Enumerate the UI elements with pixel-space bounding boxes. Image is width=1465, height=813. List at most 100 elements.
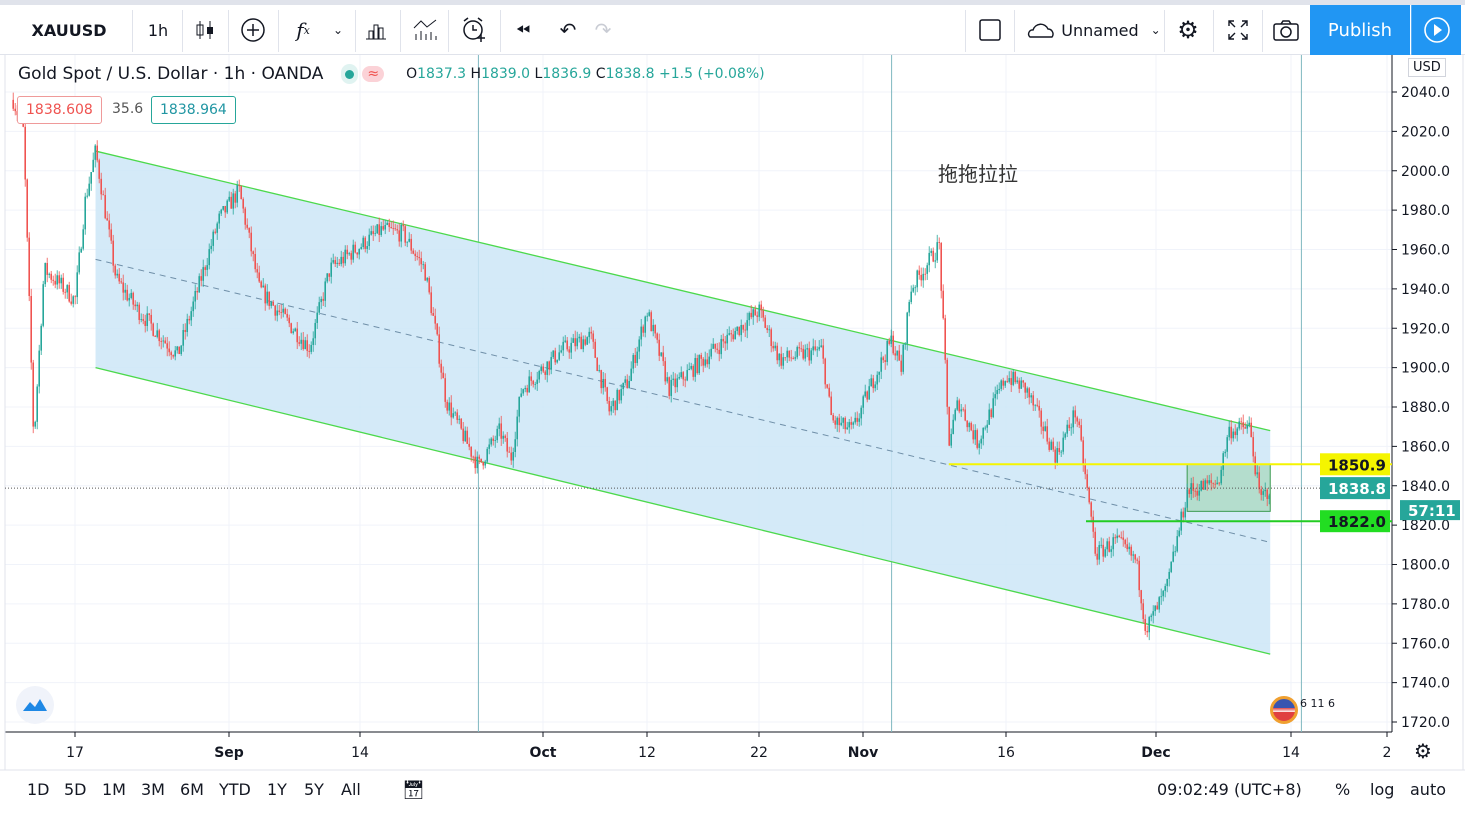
- candle: [766, 327, 768, 331]
- chevron-down-icon[interactable]: ⌄: [1150, 23, 1161, 37]
- chevron-down-icon[interactable]: ⌄: [332, 23, 344, 37]
- candle: [970, 422, 972, 431]
- candle: [928, 252, 930, 266]
- financials-icon[interactable]: [360, 10, 392, 50]
- range-all[interactable]: All: [341, 780, 361, 799]
- candle: [676, 378, 678, 388]
- candle: [430, 292, 432, 314]
- candle: [374, 233, 376, 235]
- sell-price-button[interactable]: 1838.608: [17, 96, 102, 124]
- candle: [1060, 451, 1062, 453]
- currency-label[interactable]: USD: [1408, 58, 1446, 77]
- range-6m[interactable]: 6M: [180, 780, 204, 799]
- candle: [790, 357, 792, 359]
- candle: [934, 260, 936, 262]
- percent-toggle[interactable]: %: [1335, 780, 1351, 799]
- candle: [580, 336, 582, 350]
- templates-icon[interactable]: [408, 10, 442, 50]
- layout-icon[interactable]: [975, 10, 1005, 50]
- price-tick-label: 1780.0: [1401, 597, 1450, 613]
- play-icon[interactable]: [1411, 5, 1461, 55]
- goto-date-icon[interactable]: 📅︎: [402, 780, 425, 801]
- candle: [1124, 539, 1126, 545]
- candle: [564, 340, 566, 342]
- candle: [882, 357, 884, 361]
- candle: [816, 349, 818, 351]
- candles-icon[interactable]: [188, 10, 222, 50]
- candle: [1196, 490, 1198, 496]
- candle: [210, 245, 212, 250]
- candles: [12, 92, 1270, 641]
- candle: [992, 398, 994, 418]
- range-1d[interactable]: 1D: [27, 780, 50, 799]
- candle: [456, 412, 458, 420]
- candle: [1026, 388, 1028, 393]
- candle: [698, 355, 700, 374]
- text-annotation[interactable]: 拖拖拉拉: [938, 162, 1018, 186]
- range-1y[interactable]: 1Y: [267, 780, 287, 799]
- tradingview-logo[interactable]: [16, 686, 54, 724]
- candle: [158, 330, 160, 342]
- price-tick-label: 1940.0: [1401, 282, 1450, 298]
- candle: [400, 224, 402, 242]
- settings-icon[interactable]: ⚙︎: [1177, 16, 1199, 44]
- log-toggle[interactable]: log: [1370, 780, 1395, 799]
- candle: [1130, 546, 1132, 556]
- range-5d[interactable]: 5D: [64, 780, 87, 799]
- candle: [686, 370, 688, 381]
- interval-button[interactable]: 1h: [147, 20, 169, 40]
- candle: [132, 292, 134, 305]
- publish-button[interactable]: Publish: [1310, 5, 1410, 55]
- candle: [496, 428, 498, 441]
- market-status-icon[interactable]: [341, 64, 359, 84]
- candle: [1056, 448, 1058, 463]
- candle: [1250, 422, 1252, 438]
- clock-timezone[interactable]: 09:02:49 (UTC+8): [1157, 780, 1302, 799]
- candle: [202, 267, 204, 281]
- candle: [904, 343, 906, 345]
- candle: [442, 372, 444, 379]
- candle: [418, 256, 420, 259]
- range-3m[interactable]: 3M: [141, 780, 165, 799]
- candle: [166, 343, 168, 349]
- range-5y[interactable]: 5Y: [304, 780, 324, 799]
- candle: [740, 325, 742, 336]
- candle: [110, 229, 112, 241]
- candle: [906, 312, 908, 344]
- candle: [52, 279, 54, 281]
- camera-icon[interactable]: [1270, 10, 1302, 50]
- undo-icon[interactable]: ↶: [559, 18, 577, 42]
- range-ytd[interactable]: YTD: [219, 780, 251, 799]
- candle: [1132, 554, 1134, 556]
- fullscreen-icon[interactable]: [1222, 10, 1254, 50]
- axis-settings-icon[interactable]: ⚙︎: [1414, 739, 1432, 763]
- replay-icon[interactable]: ⏪︎: [515, 19, 531, 41]
- save-layout-button[interactable]: Unnamed ⌄: [1024, 10, 1164, 50]
- buy-price-button[interactable]: 1838.964: [151, 96, 236, 124]
- add-compare-icon[interactable]: [234, 10, 272, 50]
- candle: [308, 350, 310, 352]
- candle: [958, 400, 960, 412]
- candle: [314, 322, 316, 339]
- candle: [370, 231, 372, 235]
- symbol-title[interactable]: Gold Spot / U.S. Dollar · 1h · OANDA: [18, 64, 324, 84]
- alert-icon[interactable]: [456, 10, 492, 50]
- redo-icon[interactable]: ↷: [594, 18, 612, 42]
- candle: [326, 273, 328, 282]
- range-1m[interactable]: 1M: [102, 780, 126, 799]
- symbol-search-button[interactable]: XAUUSD: [31, 20, 107, 40]
- auto-toggle[interactable]: auto: [1410, 780, 1447, 799]
- candle: [656, 333, 658, 340]
- candle: [58, 275, 60, 284]
- candle: [926, 265, 928, 274]
- candle: [180, 345, 182, 355]
- candle: [1164, 586, 1166, 591]
- candle: [508, 451, 510, 453]
- economic-events-badge[interactable]: 6 11 6: [1270, 696, 1335, 724]
- candle: [1198, 490, 1200, 496]
- candle: [524, 387, 526, 390]
- candle: [450, 402, 452, 418]
- data-delay-icon[interactable]: ≈: [362, 66, 385, 82]
